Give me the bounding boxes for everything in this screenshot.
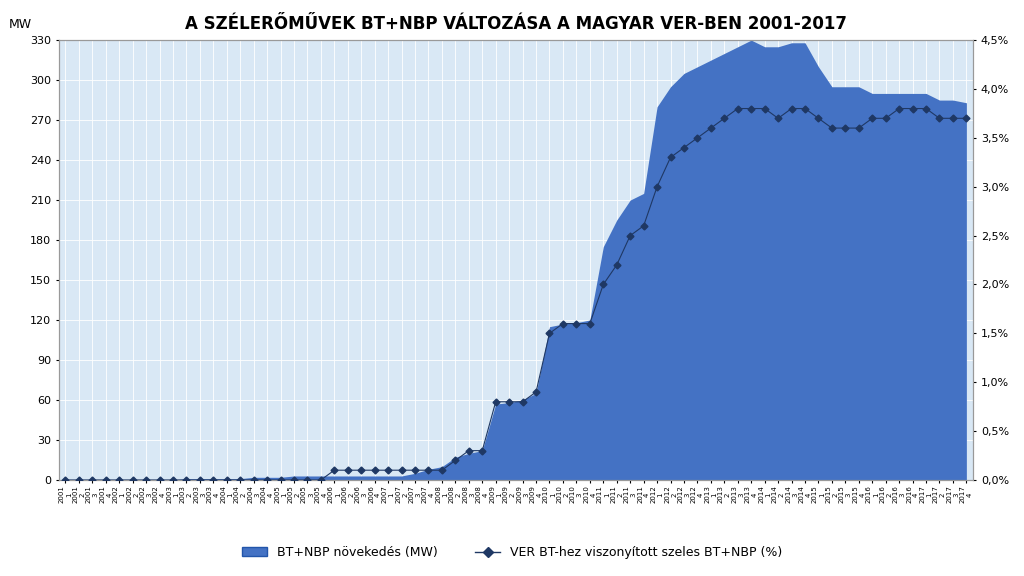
Text: MW: MW: [8, 18, 32, 31]
Legend: BT+NBP növekedés (MW), VER BT-hez viszonyított szeles BT+NBP (%): BT+NBP növekedés (MW), VER BT-hez viszon…: [237, 541, 787, 564]
Title: A SZÉLERŐMŰVEK BT+NBP VÁLTOZÁSA A MAGYAR VER-BEN 2001-2017: A SZÉLERŐMŰVEK BT+NBP VÁLTOZÁSA A MAGYAR…: [185, 15, 847, 33]
